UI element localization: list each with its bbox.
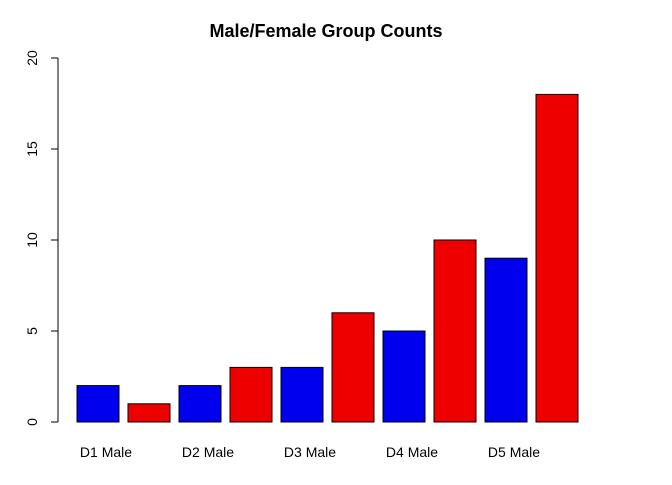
bar xyxy=(331,312,375,423)
y-tick-label: 10 xyxy=(24,232,40,248)
x-category-label: D2 Male xyxy=(182,444,234,460)
x-category-label: D5 Male xyxy=(488,444,540,460)
bar xyxy=(280,366,324,423)
y-tick-label: 0 xyxy=(24,418,40,426)
bar xyxy=(484,257,528,423)
bar xyxy=(535,93,579,423)
x-category-label: D1 Male xyxy=(80,444,132,460)
bars-group xyxy=(76,93,579,423)
x-category-label: D3 Male xyxy=(284,444,336,460)
chart-title: Male/Female Group Counts xyxy=(209,21,442,41)
bar xyxy=(382,330,426,423)
bar xyxy=(76,385,120,423)
y-tick-label: 5 xyxy=(24,327,40,335)
x-category-label: D4 Male xyxy=(386,444,438,460)
x-axis-labels: D1 Male D2 Male D3 Male D4 Male D5 Male xyxy=(80,444,540,460)
bar xyxy=(178,385,222,423)
y-axis: 0 5 10 15 20 xyxy=(24,50,59,426)
bar xyxy=(127,403,171,423)
bar xyxy=(433,239,477,423)
bar xyxy=(229,366,273,423)
y-tick-label: 20 xyxy=(24,50,40,66)
y-tick-label: 15 xyxy=(24,141,40,157)
